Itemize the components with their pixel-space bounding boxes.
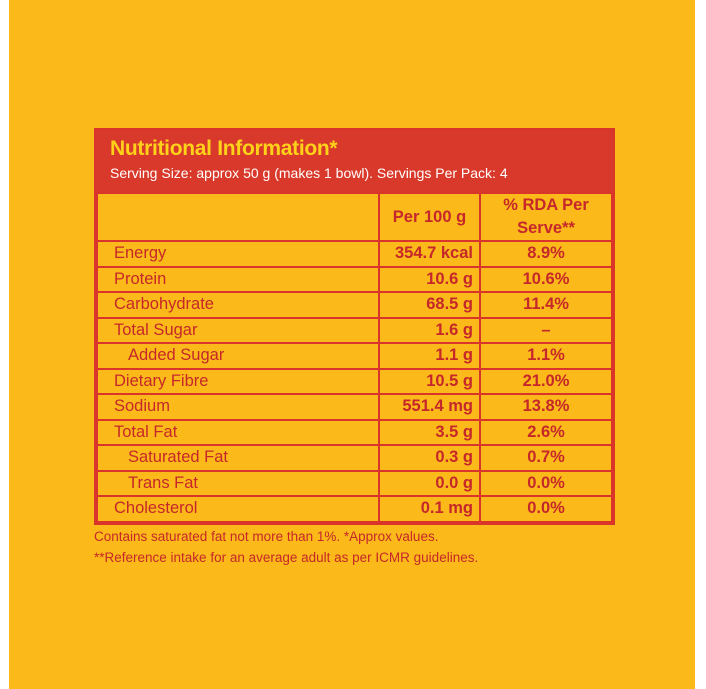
table-row: Protein 10.6 g 10.6% — [96, 265, 613, 293]
nutrient-per100: 0.3 g — [378, 444, 481, 472]
nutrient-per100: 0.0 g — [378, 469, 481, 497]
nutrient-name: Trans Fat — [96, 469, 380, 497]
nutrient-rda: 1.1% — [479, 342, 613, 370]
nutrient-per100: 0.1 mg — [378, 495, 481, 523]
nutrient-per100: 10.6 g — [378, 265, 481, 293]
nutrient-rda: 2.6% — [479, 418, 613, 446]
column-header-per100: Per 100 g — [378, 192, 481, 242]
nutrient-rda: 10.6% — [479, 265, 613, 293]
nutrition-label: Nutritional Information* Serving Size: a… — [94, 128, 615, 525]
table-row: Sodium 551.4 mg 13.8% — [96, 393, 613, 421]
nutrient-rda: 0.0% — [479, 495, 613, 523]
nutrient-per100: 10.5 g — [378, 367, 481, 395]
footnote-reference-intake: **Reference intake for an average adult … — [94, 550, 479, 565]
nutrient-rda: 0.7% — [479, 444, 613, 472]
table-header-row: Per 100 g % RDA Per Serve** — [96, 192, 613, 242]
nutrient-name: Energy — [96, 240, 380, 268]
nutrient-per100: 1.6 g — [378, 316, 481, 344]
nutrient-per100: 68.5 g — [378, 291, 481, 319]
nutrient-per100: 354.7 kcal — [378, 240, 481, 268]
table-row: Total Fat 3.5 g 2.6% — [96, 418, 613, 446]
nutrient-name: Carbohydrate — [96, 291, 380, 319]
nutrient-name: Total Sugar — [96, 316, 380, 344]
nutrient-per100: 551.4 mg — [378, 393, 481, 421]
label-title: Nutritional Information* — [110, 137, 338, 160]
table-row: Added Sugar 1.1 g 1.1% — [96, 342, 613, 370]
table-row: Total Sugar 1.6 g – — [96, 316, 613, 344]
nutrient-name: Sodium — [96, 393, 380, 421]
table-row: Carbohydrate 68.5 g 11.4% — [96, 291, 613, 319]
table-row: Trans Fat 0.0 g 0.0% — [96, 469, 613, 497]
nutrient-rda: – — [479, 316, 613, 344]
label-header: Nutritional Information* Serving Size: a… — [96, 130, 613, 192]
table-row: Energy 354.7 kcal 8.9% — [96, 240, 613, 268]
table-row: Cholesterol 0.1 mg 0.0% — [96, 495, 613, 523]
column-header-name — [96, 192, 380, 242]
nutrient-name: Cholesterol — [96, 495, 380, 523]
nutrient-name: Total Fat — [96, 418, 380, 446]
nutrient-name: Saturated Fat — [96, 444, 380, 472]
nutrient-rda: 21.0% — [479, 367, 613, 395]
nutrient-name: Dietary Fibre — [96, 367, 380, 395]
nutrient-rda: 11.4% — [479, 291, 613, 319]
footnote-saturated-fat: Contains saturated fat not more than 1%.… — [94, 529, 439, 544]
nutrient-rda: 0.0% — [479, 469, 613, 497]
nutrient-rda: 13.8% — [479, 393, 613, 421]
nutrient-per100: 1.1 g — [378, 342, 481, 370]
table-row: Dietary Fibre 10.5 g 21.0% — [96, 367, 613, 395]
serving-info: Serving Size: approx 50 g (makes 1 bowl)… — [110, 165, 508, 181]
nutrition-table: Per 100 g % RDA Per Serve** Energy 354.7… — [96, 192, 613, 523]
column-header-rda: % RDA Per Serve** — [479, 192, 613, 242]
table-row: Saturated Fat 0.3 g 0.7% — [96, 444, 613, 472]
footnotes: Contains saturated fat not more than 1%.… — [94, 526, 614, 568]
nutrient-name: Protein — [96, 265, 380, 293]
nutrient-rda: 8.9% — [479, 240, 613, 268]
nutrient-name: Added Sugar — [96, 342, 380, 370]
nutrient-per100: 3.5 g — [378, 418, 481, 446]
